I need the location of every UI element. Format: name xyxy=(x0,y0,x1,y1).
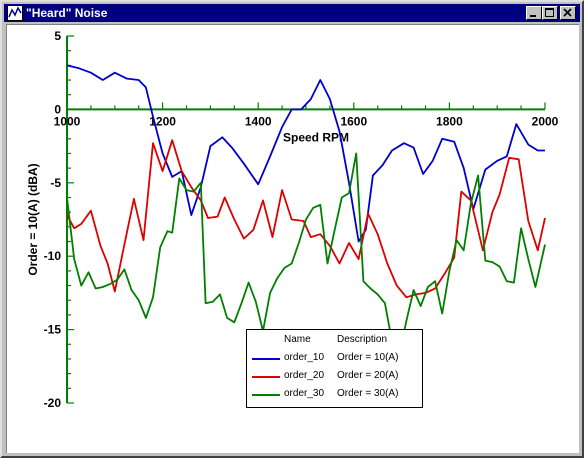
legend-name: order_10 xyxy=(284,352,325,363)
legend-swatch-order-10 xyxy=(252,358,280,360)
chart-area: 5 0 -5 -10 -15 -20 1000 1200 1400 1600 1800 2000 Spe… xyxy=(6,24,579,453)
y-tick-label: -20 xyxy=(44,396,62,410)
legend-row-order-20: order_20 Order = 20(A) xyxy=(247,368,422,386)
close-button[interactable] xyxy=(560,6,576,20)
y-tick-label: -10 xyxy=(44,249,62,263)
y-tick-label: -15 xyxy=(44,323,62,337)
y-tick-label: 5 xyxy=(54,29,61,43)
legend-description: Order = 20(A) xyxy=(337,370,399,381)
legend-description: Order = 10(A) xyxy=(337,352,399,363)
chart-app-icon[interactable] xyxy=(7,5,23,21)
legend-name: order_30 xyxy=(284,388,325,399)
series-line-order-30 xyxy=(66,152,546,356)
y-tick-label: -5 xyxy=(50,176,61,190)
legend-description: Order = 30(A) xyxy=(337,388,399,399)
y-tick-label: 0 xyxy=(54,102,61,116)
x-axis-label: Speed RPM xyxy=(283,130,349,144)
legend-header-description: Description xyxy=(337,334,388,345)
y-axis-label: Order = 10(A) (dBA) xyxy=(26,163,40,275)
legend-swatch-order-20 xyxy=(252,376,280,378)
legend-header-name: Name xyxy=(284,334,311,345)
title-bar[interactable]: "Heard" Noise xyxy=(4,4,580,22)
series-line-order-20 xyxy=(66,139,546,299)
minimize-button[interactable] xyxy=(526,6,542,20)
x-tick-label: 1600 xyxy=(340,114,367,128)
close-icon xyxy=(563,8,572,17)
x-tick-label: 1400 xyxy=(245,114,272,128)
minimize-icon xyxy=(530,15,536,17)
chart-legend: Name Description order_10 Order = 10(A) … xyxy=(246,329,423,408)
x-tick-label: 1800 xyxy=(436,114,463,128)
window-title: "Heard" Noise xyxy=(26,6,108,20)
legend-row-order-30: order_30 Order = 30(A) xyxy=(247,386,422,404)
series-line-order-10 xyxy=(66,64,545,243)
legend-name: order_20 xyxy=(284,370,325,381)
legend-row-order-10: order_10 Order = 10(A) xyxy=(247,350,422,368)
legend-swatch-order-30 xyxy=(252,394,280,396)
x-tick-label: 1000 xyxy=(54,114,81,128)
maximize-icon xyxy=(545,8,554,17)
maximize-button[interactable] xyxy=(542,6,558,20)
x-tick-label: 2000 xyxy=(532,114,559,128)
